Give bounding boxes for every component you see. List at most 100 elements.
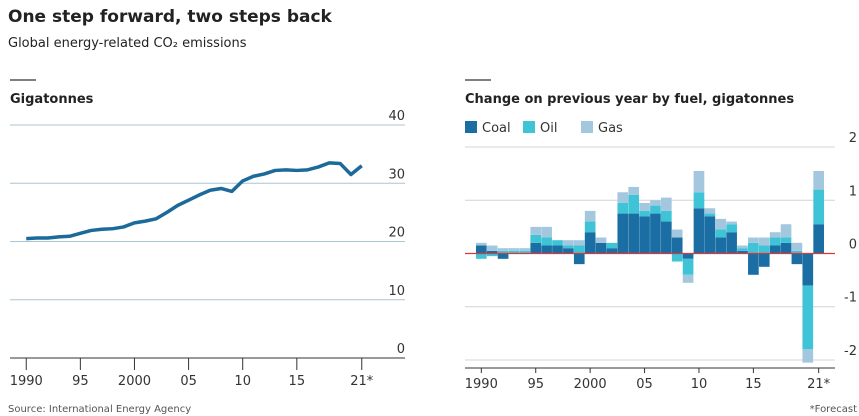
bar <box>715 237 727 254</box>
x-tick-label: 21* <box>807 377 831 392</box>
bar <box>617 213 629 254</box>
bar <box>660 221 672 254</box>
bar <box>508 248 520 251</box>
bar <box>508 250 520 254</box>
legend-label: Gas <box>598 121 623 136</box>
bar <box>519 248 531 251</box>
bar <box>780 237 792 243</box>
bar <box>650 213 661 254</box>
bar <box>704 216 716 254</box>
x-tick-label: 10 <box>691 377 708 392</box>
bar <box>726 224 737 233</box>
bar <box>552 240 563 246</box>
bar <box>584 221 596 233</box>
legend-swatch <box>581 121 593 133</box>
bar <box>758 245 770 254</box>
bar <box>628 186 640 195</box>
x-tick-label: 15 <box>745 377 762 392</box>
bar <box>486 245 498 251</box>
bar <box>715 218 727 230</box>
bar <box>748 237 759 243</box>
bar <box>563 240 574 246</box>
bar <box>726 232 737 254</box>
bar <box>758 253 770 267</box>
bar <box>780 242 792 254</box>
bar <box>475 245 487 254</box>
y-tick-label: -1 <box>844 291 857 306</box>
x-tick-label: 95 <box>72 374 89 389</box>
bar <box>541 226 552 238</box>
bar <box>715 229 727 238</box>
bar <box>617 202 629 214</box>
bar <box>671 253 683 262</box>
x-tick-label: 2000 <box>574 377 607 392</box>
y-tick-label: 0 <box>397 342 405 357</box>
y-axis-label: Gigatonnes <box>10 92 94 107</box>
y-tick-label: 2 <box>849 131 857 146</box>
bar <box>682 253 694 259</box>
bar <box>530 242 542 254</box>
bar <box>595 237 607 243</box>
bar <box>693 208 705 254</box>
bar <box>595 242 607 254</box>
bar <box>573 240 585 246</box>
bar <box>584 210 596 222</box>
bar <box>704 213 716 217</box>
bar <box>475 242 487 246</box>
bar <box>552 245 563 254</box>
bar <box>748 253 759 275</box>
legend-label: Oil <box>540 121 557 136</box>
bar <box>497 250 509 254</box>
bar <box>748 242 759 254</box>
bar <box>606 248 618 254</box>
y-tick-label: 20 <box>388 226 405 241</box>
bar <box>671 237 683 254</box>
bar <box>813 224 825 254</box>
bar <box>650 200 661 206</box>
bar <box>650 205 661 214</box>
bar <box>769 232 781 238</box>
y-axis-label: Change on previous year by fuel, gigaton… <box>465 92 794 107</box>
page-title: One step forward, two steps back <box>8 7 333 27</box>
bar <box>573 245 585 254</box>
bar <box>584 232 596 254</box>
bar <box>671 229 683 238</box>
bar <box>780 224 792 238</box>
source: Source: International Energy Agency <box>8 404 191 415</box>
footnote: *Forecast <box>810 404 857 415</box>
bar <box>530 226 542 235</box>
bar <box>563 248 574 254</box>
bar <box>617 192 629 203</box>
bar <box>497 253 509 259</box>
x-tick-label: 15 <box>289 374 306 389</box>
bar <box>802 285 814 350</box>
x-tick-label: 10 <box>234 374 251 389</box>
x-tick-label: 2000 <box>118 374 151 389</box>
bar <box>573 253 585 265</box>
bar <box>475 253 487 259</box>
bar <box>791 242 803 251</box>
bar <box>541 245 552 254</box>
x-tick-label: 05 <box>636 377 653 392</box>
x-tick-label: 05 <box>180 374 197 389</box>
bar <box>660 210 672 222</box>
page-subtitle: Global energy-related CO₂ emissions <box>8 36 247 51</box>
y-tick-label: 40 <box>388 109 405 124</box>
legend-swatch <box>465 121 477 133</box>
y-tick-label: -2 <box>844 344 857 359</box>
bar <box>530 234 542 243</box>
bar <box>704 208 716 214</box>
y-tick-label: 30 <box>388 167 405 182</box>
bar <box>639 202 650 211</box>
bar <box>628 213 640 254</box>
bar <box>758 237 770 246</box>
bar <box>802 253 814 286</box>
legend-swatch <box>523 121 535 133</box>
bar <box>497 248 509 251</box>
bar <box>486 253 498 257</box>
bar <box>769 245 781 254</box>
bar <box>693 170 705 193</box>
y-tick-label: 10 <box>388 284 405 299</box>
bar <box>628 194 640 214</box>
